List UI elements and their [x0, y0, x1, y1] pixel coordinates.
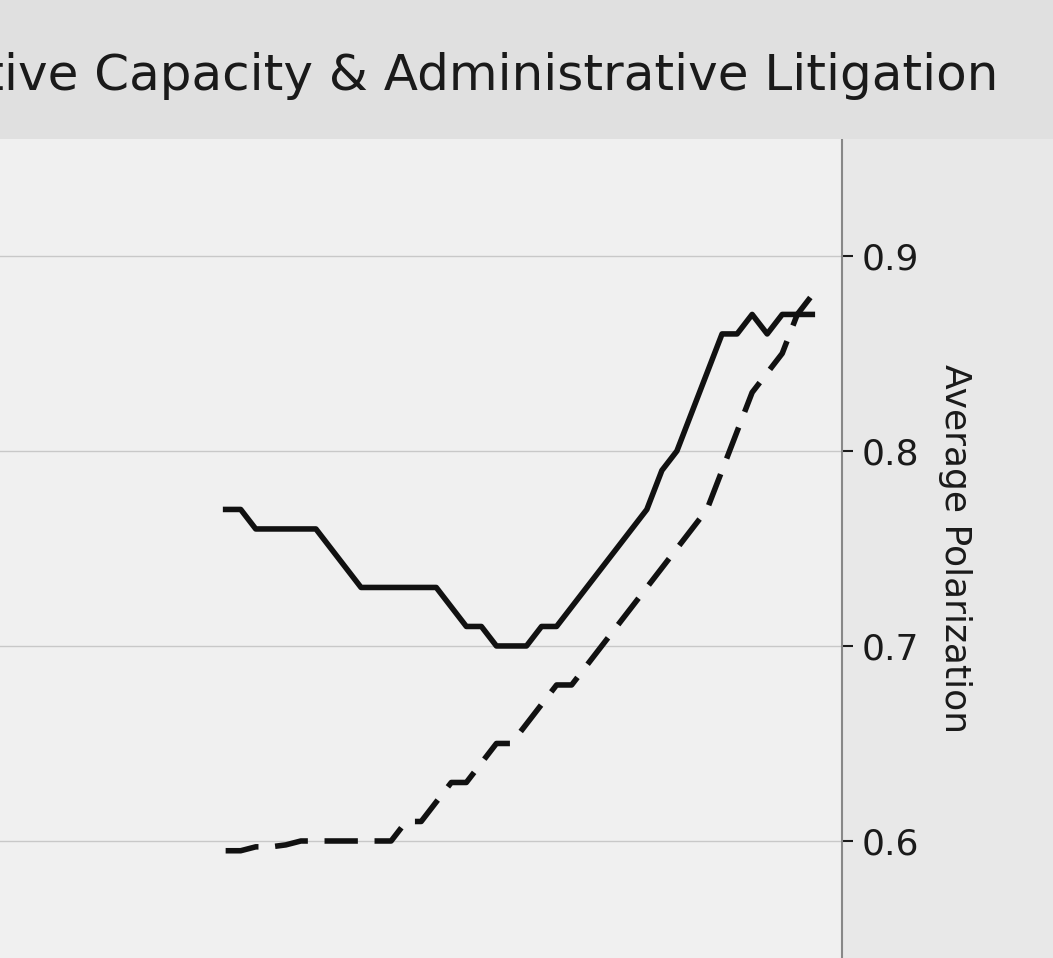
Y-axis label: Average Polarization: Average Polarization — [938, 364, 972, 733]
Text: Legislative Capacity & Administrative Litigation: Legislative Capacity & Administrative Li… — [0, 53, 999, 101]
